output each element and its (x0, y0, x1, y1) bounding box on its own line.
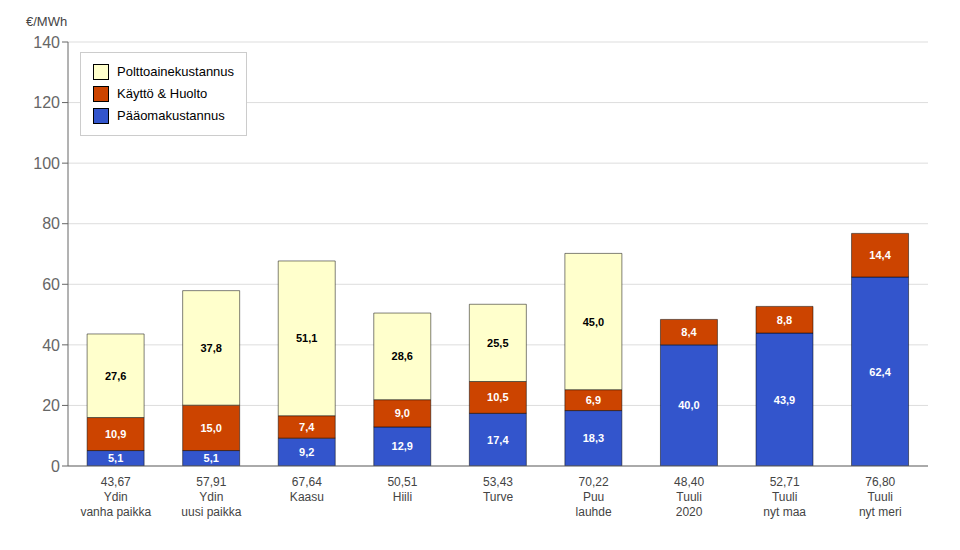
svg-text:8,8: 8,8 (777, 314, 792, 326)
svg-text:67,64Kaasu: 67,64Kaasu (290, 475, 324, 504)
svg-text:120: 120 (33, 94, 60, 111)
svg-text:14,4: 14,4 (869, 249, 891, 261)
svg-text:50,51Hiili: 50,51Hiili (387, 475, 417, 504)
svg-text:53,43Turve: 53,43Turve (483, 475, 514, 504)
svg-text:10,5: 10,5 (487, 391, 508, 403)
svg-text:9,0: 9,0 (395, 407, 410, 419)
svg-text:15,0: 15,0 (200, 422, 221, 434)
html-text:Käyttö & Huolto: Käyttö & Huolto (117, 86, 208, 101)
html-text:Pääomakustannus: Pääomakustannus (117, 108, 225, 123)
svg-text:62,4: 62,4 (869, 366, 891, 378)
svg-text:10,9: 10,9 (105, 428, 126, 440)
html-text:Polttoainekustannus: Polttoainekustannus (117, 64, 235, 79)
svg-text:37,8: 37,8 (200, 342, 221, 354)
svg-text:43,67Ydinvanha paikka: 43,67Ydinvanha paikka (80, 475, 151, 519)
svg-text:40: 40 (42, 337, 60, 354)
svg-text:12,9: 12,9 (392, 440, 413, 452)
svg-text:0: 0 (51, 458, 60, 475)
svg-text:76,80Tuulinyt meri: 76,80Tuulinyt meri (859, 475, 902, 519)
svg-text:6,9: 6,9 (586, 394, 601, 406)
svg-text:25,5: 25,5 (487, 337, 508, 349)
svg-text:9,2: 9,2 (299, 446, 314, 458)
svg-text:20: 20 (42, 397, 60, 414)
svg-text:57,91Ydinuusi paikka: 57,91Ydinuusi paikka (181, 475, 241, 519)
svg-text:28,6: 28,6 (392, 350, 413, 362)
svg-text:52,71Tuulinyt maa: 52,71Tuulinyt maa (763, 475, 806, 519)
svg-text:51,1: 51,1 (296, 332, 317, 344)
svg-text:40,0: 40,0 (678, 399, 699, 411)
svg-text:17,4: 17,4 (487, 434, 509, 446)
svg-text:140: 140 (33, 34, 60, 51)
svg-text:8,4: 8,4 (681, 326, 697, 338)
svg-text:43,9: 43,9 (774, 394, 795, 406)
svg-text:27,6: 27,6 (105, 370, 126, 382)
svg-text:18,3: 18,3 (583, 432, 604, 444)
svg-text:80: 80 (42, 215, 60, 232)
svg-text:70,22Puulauhde: 70,22Puulauhde (576, 475, 612, 519)
svg-text:45,0: 45,0 (583, 316, 604, 328)
svg-text:100: 100 (33, 155, 60, 172)
svg-text:48,40Tuuli2020: 48,40Tuuli2020 (674, 475, 704, 519)
svg-text:60: 60 (42, 276, 60, 293)
svg-text:5,1: 5,1 (108, 452, 123, 464)
svg-text:5,1: 5,1 (204, 452, 219, 464)
svg-text:7,4: 7,4 (299, 421, 315, 433)
html-text:€/MWh: €/MWh (26, 14, 68, 29)
